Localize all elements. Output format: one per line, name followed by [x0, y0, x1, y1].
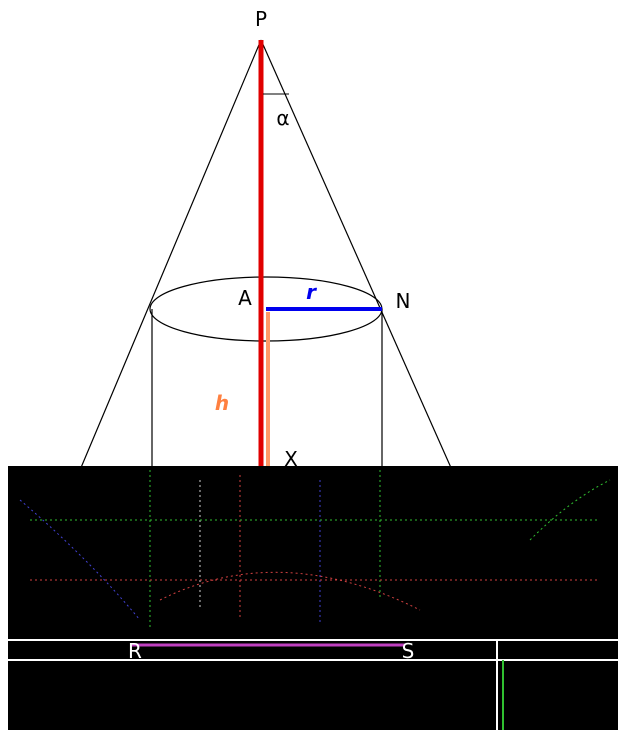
corrupted-region [8, 466, 618, 730]
label-p: P [255, 7, 267, 31]
label-r: r [306, 280, 317, 304]
label-bottom-s: S [402, 639, 415, 663]
cone-edge-right [260, 39, 453, 471]
label-n: N [396, 289, 411, 313]
label-bottom-r: R [128, 639, 142, 663]
label-a: A [238, 286, 252, 310]
cone-edge-left [79, 39, 262, 471]
label-h: h [215, 391, 229, 415]
noise [19, 470, 611, 630]
label-x: X [284, 447, 298, 471]
label-alpha: α [276, 106, 289, 130]
